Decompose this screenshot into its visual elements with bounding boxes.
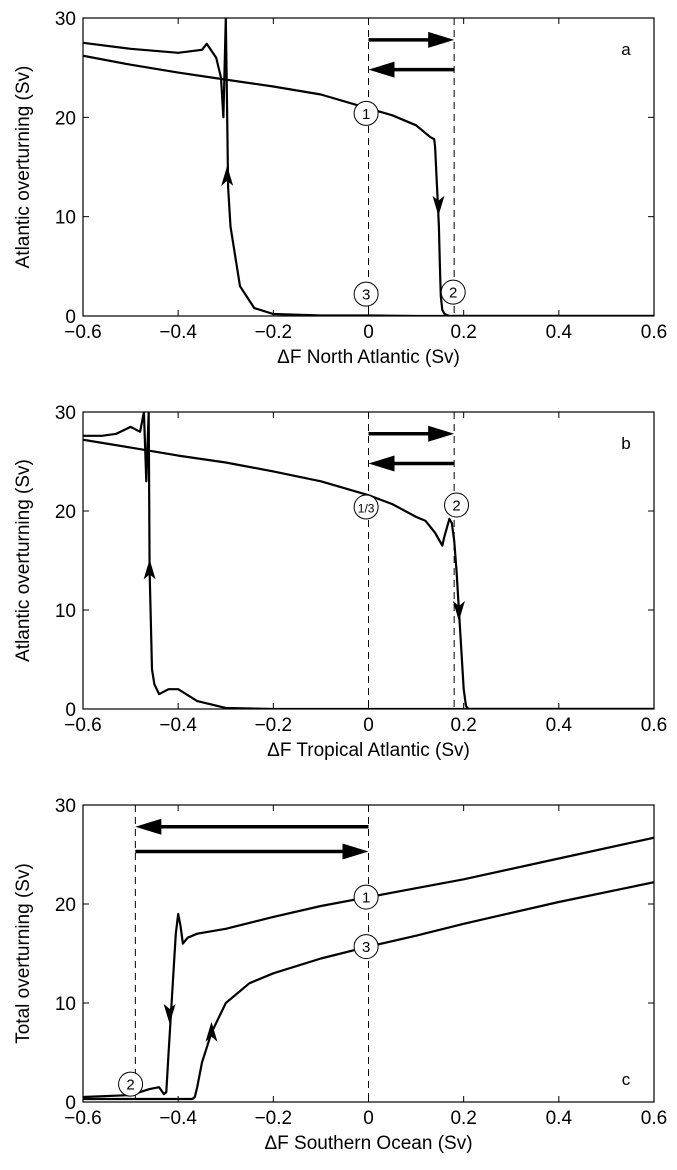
curve-direction-arrowhead	[432, 195, 445, 216]
y-tick-label: 0	[65, 307, 76, 328]
marker-circle	[353, 884, 379, 910]
y-tick-label: 30	[55, 796, 76, 817]
marker-label: 1	[362, 106, 370, 123]
x-tick-label: −0.2	[255, 715, 293, 736]
panel-c: 1 2 3 −0.6 −0.4 −0.2 0 0.2 0.4 0.6 0 10 20 30 ΔF South…	[13, 796, 667, 1154]
panel-label: b	[621, 434, 630, 453]
state-marker: 2	[444, 492, 470, 518]
marker-circle	[353, 100, 379, 126]
x-tick-label: −0.6	[64, 715, 102, 736]
curve-branch-1	[83, 836, 654, 1099]
direction-arrow	[368, 61, 455, 78]
curve-branch-2	[83, 412, 654, 709]
marker-circle	[440, 279, 466, 305]
panel-label: a	[621, 40, 631, 59]
x-tick-label: 0.6	[641, 322, 667, 343]
direction-arrow	[368, 31, 455, 48]
marker-circle	[353, 281, 379, 307]
state-marker: 3	[353, 281, 379, 307]
state-marker: 2	[440, 279, 466, 305]
marker-label: 3	[362, 287, 370, 304]
y-tick-label: 0	[65, 700, 76, 721]
marker-circle	[444, 492, 470, 518]
x-tick-label: −0.6	[64, 1108, 102, 1129]
marker-label: 1	[362, 890, 370, 907]
panel-b: 1/3 2 −0.6 −0.4 −0.2 0 0.2 0.4 0.6 0 10 20 30 ΔF Trop…	[13, 403, 667, 761]
curve-branch-1	[83, 438, 654, 709]
y-tick-label: 20	[55, 108, 76, 129]
curve-direction-arrowhead	[452, 601, 465, 621]
x-axis-label: ΔF Tropical Atlantic (Sv)	[267, 740, 470, 761]
marker-circle	[353, 934, 379, 960]
y-tick-label: 30	[55, 9, 76, 30]
y-tick-label: 10	[55, 208, 76, 229]
curve-branch-1	[83, 54, 654, 316]
arrow-head	[342, 843, 369, 860]
direction-arrow	[368, 425, 455, 442]
direction-arrow	[135, 843, 369, 860]
curve-branch-2	[83, 881, 654, 1101]
y-tick-label: 10	[55, 994, 76, 1015]
x-tick-label: 0	[363, 1108, 374, 1129]
x-tick-label: −0.4	[159, 322, 197, 343]
marker-label: 2	[452, 498, 460, 515]
x-tick-label: −0.6	[64, 322, 102, 343]
marker-label: 3	[362, 939, 370, 956]
arrow-head	[368, 61, 395, 78]
marker-label: 2	[449, 285, 457, 302]
curve-direction-arrowhead	[205, 1021, 218, 1042]
marker-circle	[353, 494, 379, 520]
state-marker: 1	[353, 884, 379, 910]
y-tick-label: 20	[55, 502, 76, 523]
x-axis-label: ΔF Southern Ocean (Sv)	[264, 1133, 472, 1154]
y-tick-label: 20	[55, 895, 76, 916]
direction-arrow	[135, 818, 369, 835]
state-marker: 3	[353, 934, 379, 960]
marker-label: 1/3	[358, 502, 375, 516]
state-marker: 1	[353, 100, 379, 126]
y-tick-label: 0	[65, 1093, 76, 1114]
x-tick-label: 0.2	[450, 322, 476, 343]
panel-label: c	[622, 1070, 631, 1089]
x-tick-label: 0	[363, 322, 374, 343]
y-axis-label: Atlantic overturning (Sv)	[13, 66, 34, 269]
curve-direction-arrowhead	[163, 1003, 176, 1024]
x-tick-label: 0	[363, 715, 374, 736]
y-axis-label: Total overturning (Sv)	[13, 863, 34, 1044]
x-tick-label: −0.4	[159, 715, 197, 736]
x-tick-label: −0.2	[255, 1108, 293, 1129]
arrow-head	[135, 818, 162, 835]
direction-arrow	[368, 455, 455, 472]
x-tick-label: 0.2	[450, 715, 476, 736]
panel-a: 1 2 3 −0.6 −0.4 −0.2 0 0.2 0.4 0.6 0 10 20 30 ΔF North…	[13, 9, 667, 368]
x-tick-label: 0.4	[546, 1108, 573, 1129]
x-tick-label: −0.2	[255, 322, 293, 343]
arrow-head	[428, 425, 455, 442]
state-marker: 1/3	[353, 494, 379, 520]
curve-direction-arrowhead	[143, 559, 156, 580]
arrow-head	[428, 31, 455, 48]
state-marker: 2	[118, 1071, 144, 1097]
x-axis-label: ΔF North Atlantic (Sv)	[277, 347, 460, 368]
marker-circle	[118, 1071, 144, 1097]
x-tick-label: 0.6	[641, 1108, 667, 1129]
y-axis-label: Atlantic overturning (Sv)	[13, 459, 34, 662]
x-tick-label: 0.4	[546, 715, 573, 736]
y-tick-label: 10	[55, 601, 76, 622]
x-tick-label: 0.4	[546, 322, 573, 343]
arrow-head	[368, 455, 395, 472]
x-tick-label: 0.2	[450, 1108, 476, 1129]
x-tick-label: −0.4	[159, 1108, 197, 1129]
marker-label: 2	[126, 1077, 134, 1094]
curve-direction-arrowhead	[221, 165, 234, 186]
x-tick-label: 0.6	[641, 715, 667, 736]
y-tick-label: 30	[55, 403, 76, 424]
